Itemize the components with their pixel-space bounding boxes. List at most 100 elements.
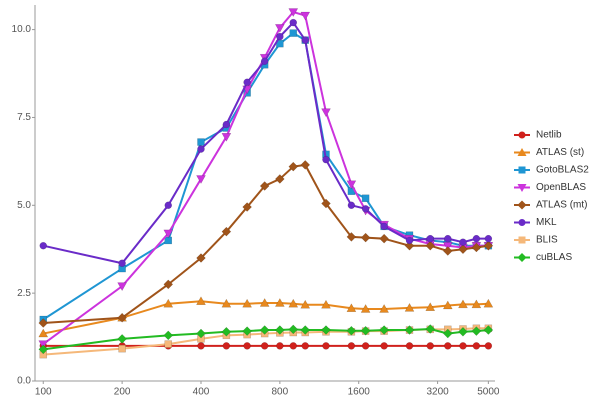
marker [459, 342, 467, 350]
marker [117, 282, 128, 292]
marker [483, 325, 494, 335]
marker [361, 205, 370, 213]
marker [483, 240, 494, 251]
marker [321, 325, 331, 335]
legend-label: OpenBLAS [536, 182, 586, 193]
marker [163, 298, 174, 308]
marker [163, 330, 174, 341]
marker [260, 342, 269, 350]
marker [322, 155, 330, 164]
marker [518, 131, 526, 139]
marker [221, 133, 232, 142]
marker [118, 344, 126, 353]
marker [405, 236, 414, 245]
marker [321, 108, 331, 118]
marker [39, 241, 48, 250]
marker [276, 342, 284, 350]
marker [405, 342, 414, 350]
legend-label: ATLAS (st) [536, 147, 584, 158]
x-tick-label: 400 [193, 387, 210, 398]
marker [197, 145, 205, 153]
marker [444, 234, 452, 243]
marker [243, 342, 251, 350]
marker [164, 340, 173, 348]
marker [380, 222, 388, 231]
marker [322, 342, 330, 350]
marker [379, 325, 389, 335]
marker [442, 300, 453, 310]
marker [518, 236, 526, 244]
marker [196, 328, 206, 339]
marker [321, 299, 331, 309]
marker [196, 253, 206, 263]
marker [442, 328, 453, 339]
marker [346, 325, 357, 336]
marker [471, 242, 482, 253]
marker [38, 344, 49, 355]
marker [221, 226, 232, 237]
legend-label: cuBLAS [536, 252, 572, 263]
marker [484, 234, 493, 243]
y-tick-label: 5.0 [17, 200, 31, 211]
marker [404, 302, 415, 312]
marker [289, 29, 298, 37]
marker [243, 78, 251, 87]
marker [483, 298, 494, 308]
marker [242, 326, 252, 336]
marker [347, 342, 356, 350]
marker [472, 234, 481, 243]
marker [380, 342, 388, 350]
marker [221, 298, 232, 308]
marker [242, 298, 253, 308]
marker [517, 200, 527, 210]
marker [221, 326, 232, 337]
marker [222, 342, 231, 350]
marker [346, 303, 357, 313]
marker [289, 342, 298, 350]
marker [274, 297, 285, 307]
marker [163, 279, 174, 290]
marker [242, 202, 252, 212]
marker [300, 11, 311, 21]
marker [196, 296, 206, 305]
marker [197, 138, 205, 146]
marker [518, 219, 526, 226]
marker [379, 233, 389, 244]
marker [259, 325, 270, 335]
x-tick-label: 800 [272, 387, 289, 398]
y-tick-label: 0.0 [17, 376, 31, 387]
marker [517, 148, 527, 156]
marker [379, 303, 390, 313]
series-line [42, 31, 489, 321]
x-tick-label: 100 [35, 387, 52, 398]
marker [346, 232, 357, 242]
marker [347, 201, 356, 210]
legend-label: ATLAS (mt) [536, 200, 587, 211]
marker [361, 342, 370, 350]
marker [459, 238, 467, 246]
y-tick-label: 7.5 [17, 112, 31, 123]
marker [259, 297, 270, 307]
marker [301, 342, 309, 350]
marker [259, 181, 270, 191]
marker [458, 244, 468, 255]
marker [38, 340, 49, 350]
y-tick-label: 2.5 [17, 288, 31, 299]
marker [288, 161, 299, 172]
marker [484, 342, 493, 350]
marker [163, 229, 174, 239]
marker [301, 36, 309, 44]
marker [274, 24, 285, 33]
marker [288, 298, 299, 308]
marker [260, 57, 269, 65]
marker [517, 253, 527, 262]
marker [472, 342, 481, 350]
marker [288, 8, 299, 18]
marker [275, 325, 285, 335]
marker [164, 201, 173, 210]
marker [517, 184, 527, 192]
marker [288, 324, 299, 335]
marker [275, 174, 285, 184]
marker [471, 299, 482, 309]
marker [196, 175, 206, 184]
